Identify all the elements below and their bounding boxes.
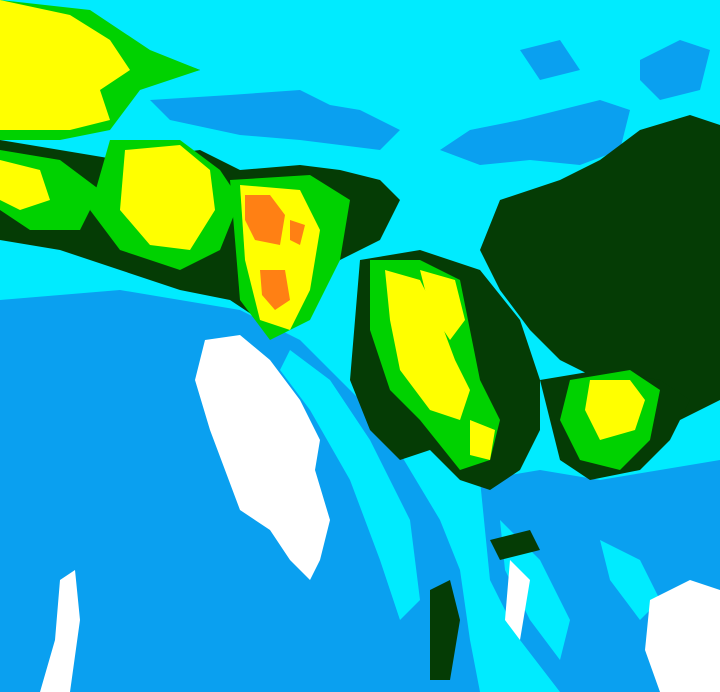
orange: [245, 195, 305, 310]
white-areas: [40, 335, 720, 692]
yellow: [0, 0, 645, 460]
blue-patches-upper: [150, 40, 710, 165]
